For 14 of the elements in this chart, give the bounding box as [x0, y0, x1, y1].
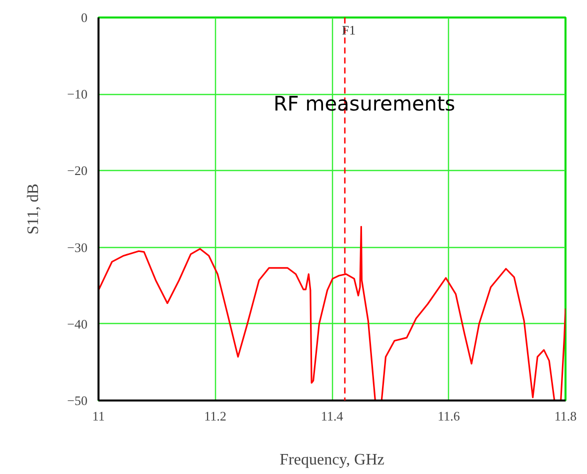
y-tick-label: −40 [67, 316, 88, 332]
x-tick-label: 11.6 [438, 408, 460, 424]
y-tick-label: −50 [67, 393, 88, 408]
x-tick-label: 11 [92, 408, 105, 424]
y-tick-label: −20 [67, 163, 88, 178]
y-axis-title: S11, dB [25, 184, 42, 234]
ref-line-label: F1 [342, 22, 356, 38]
y-tick-label: 0 [81, 10, 88, 25]
x-tick-label: 11.2 [204, 408, 226, 424]
y-tick-label: −30 [67, 240, 88, 255]
x-axis-title: Frequency, GHz [280, 452, 384, 468]
x-tick-label: 11.8 [554, 408, 577, 424]
y-tick-label: −10 [67, 86, 88, 102]
x-tick-label: 11.4 [320, 408, 344, 424]
